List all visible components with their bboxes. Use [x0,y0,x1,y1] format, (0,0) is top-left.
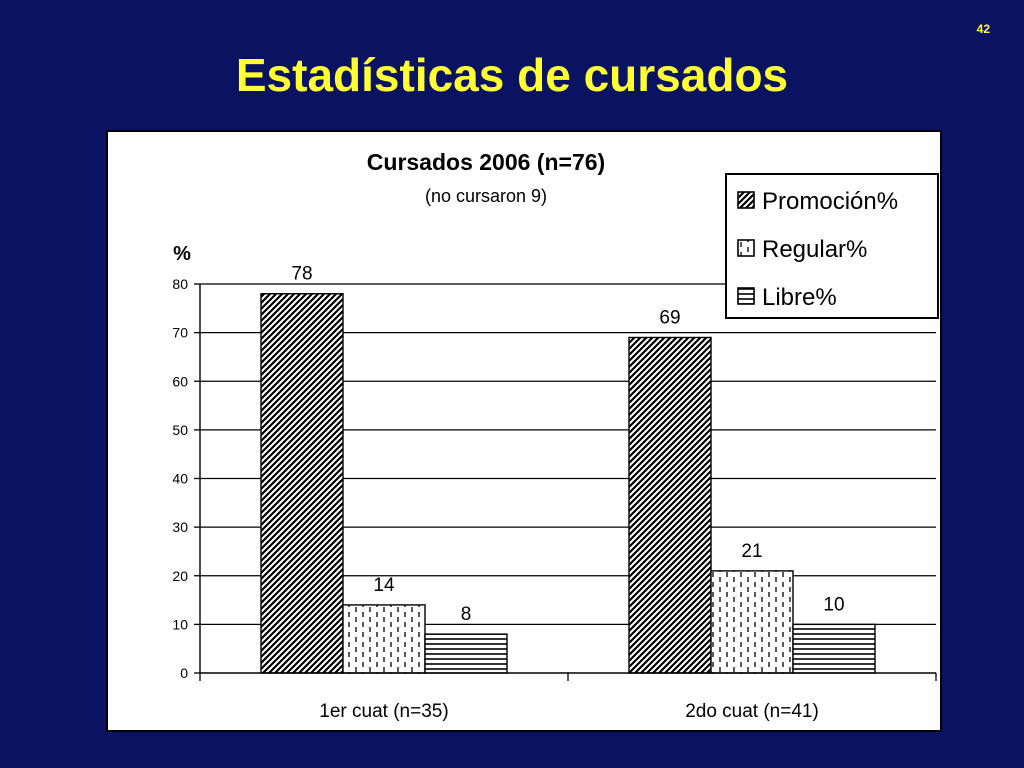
y-tick-label: 20 [172,568,188,584]
legend-swatch [737,287,755,305]
bar [424,633,508,674]
bars [260,293,876,674]
y-tick-label: 50 [172,422,188,438]
slide-number: 42 [976,22,990,36]
y-tick-label: 10 [172,616,188,632]
legend-label: Libre% [762,284,837,311]
bar-value-label: 69 [659,307,680,328]
bar-value-label: 14 [373,575,395,596]
data-labels: 78 14 8 69 21 10 [291,264,844,625]
y-tick-label: 0 [180,665,188,681]
legend-swatch [737,191,755,209]
bar [792,623,876,674]
bar [628,336,712,674]
chart-subtitle: (no cursaron 9) [425,186,547,206]
bar-chart: Cursados 2006 (n=76) (no cursaron 9) % 0… [172,149,939,722]
slide-title: Estadísticas de cursados [235,49,789,101]
bar-value-label: 21 [741,541,762,562]
axes: 0 10 20 30 40 50 60 70 80 1er cuat (n=35) 2do cuat… [172,276,937,722]
legend-label: Regular% [762,236,867,263]
bar-value-label: 10 [823,594,844,615]
x-category-label: 1er cuat (n=35) [319,701,448,722]
y-tick-label: 60 [172,373,188,389]
y-tick-label: 30 [172,519,188,535]
bar [260,293,344,674]
chart-panel: Cursados 2006 (n=76) (no cursaron 9) % 0… [106,130,942,732]
y-axis-label: % [173,243,191,265]
legend-swatch [737,239,755,257]
legend-box [725,173,939,319]
x-category-label: 2do cuat (n=41) [685,701,819,722]
y-tick-label: 80 [172,276,188,292]
bar [710,570,794,674]
bar [342,604,426,674]
bar-value-label: 8 [461,604,472,625]
y-tick-label: 70 [172,325,188,341]
legend: Promoción% Regular% Libre% [725,173,939,319]
chart-title: Cursados 2006 (n=76) [367,149,605,175]
legend-label: Promoción% [762,188,898,215]
y-tick-label: 40 [172,471,188,487]
bar-value-label: 78 [291,264,312,285]
